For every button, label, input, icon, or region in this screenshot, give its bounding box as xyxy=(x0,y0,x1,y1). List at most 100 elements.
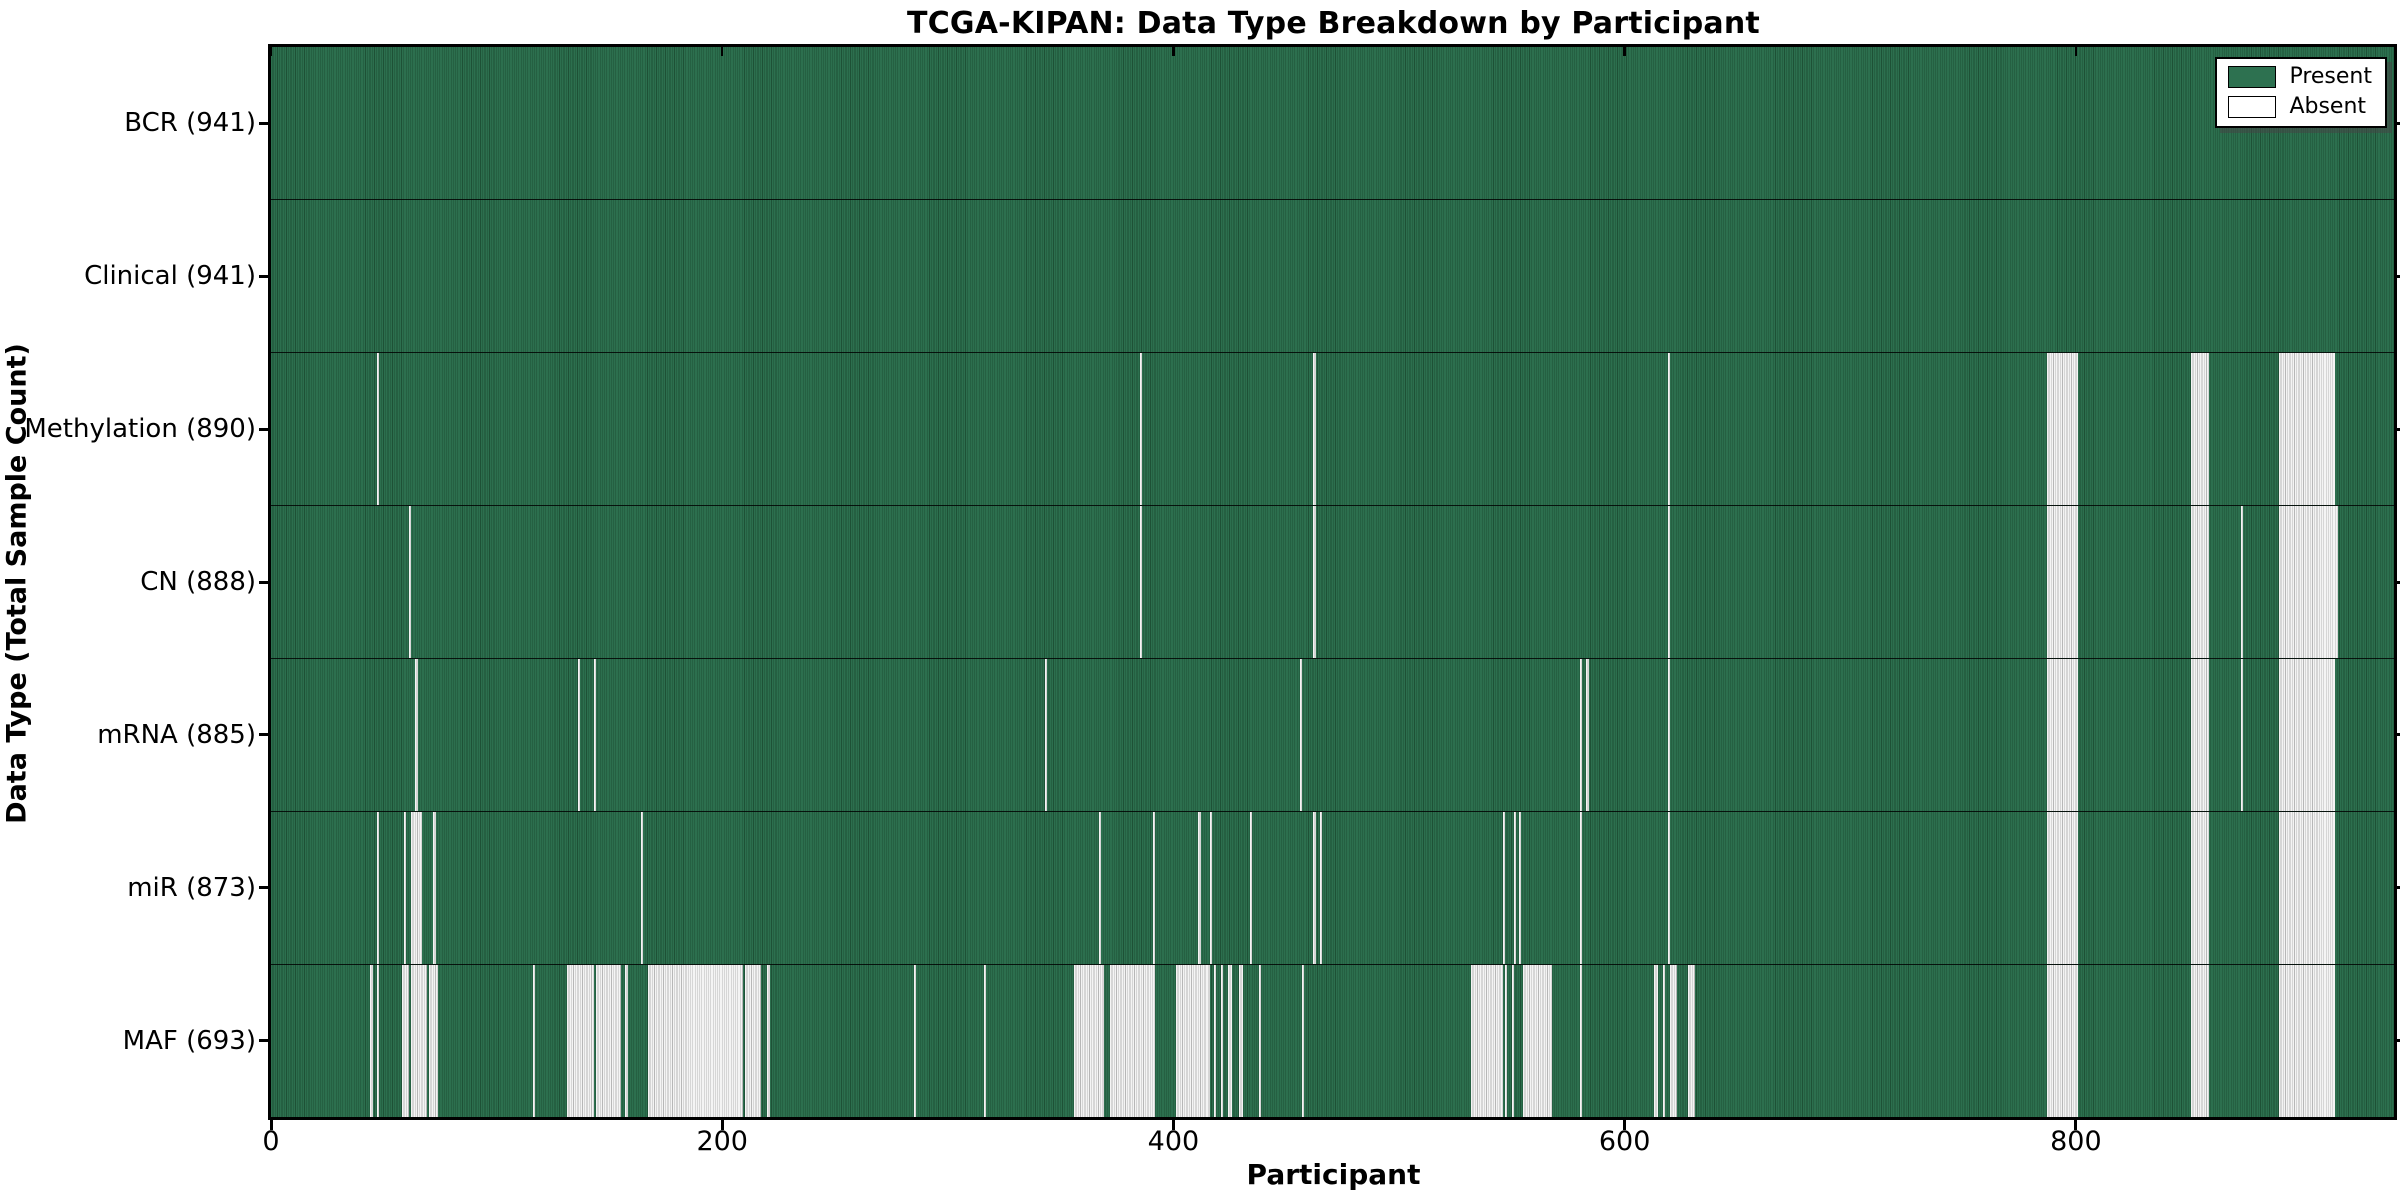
row-MAF xyxy=(271,965,2394,1117)
y-tick-Methylation xyxy=(259,427,268,431)
y-right-tick-BCR xyxy=(2397,121,2400,125)
absent-block-miR xyxy=(1313,812,1316,964)
y-tick-mRNA xyxy=(259,733,268,737)
x-tick-label-400: 400 xyxy=(1147,1126,1200,1157)
absent-block-mRNA xyxy=(2240,659,2243,811)
absent-block-MAF xyxy=(1214,965,1217,1117)
x-tick-800 xyxy=(2074,1119,2078,1130)
absent-block-MAF xyxy=(1653,965,1659,1117)
x-axis-label: Participant xyxy=(1246,1158,1421,1191)
row-miR xyxy=(271,812,2394,965)
y-right-tick-Methylation xyxy=(2397,427,2400,431)
absent-block-MAF xyxy=(913,965,917,1117)
row-label-Methylation: Methylation (890) xyxy=(24,414,256,445)
row-Methylation xyxy=(271,353,2394,506)
absent-block-miR xyxy=(2190,812,2209,964)
absent-block-MAF xyxy=(1074,965,1104,1117)
absent-block-mRNA xyxy=(1667,659,1670,811)
absent-block-MAF xyxy=(1238,965,1244,1117)
row-label-BCR: BCR (941) xyxy=(124,108,256,139)
x-top-tick-0 xyxy=(269,47,273,56)
absent-block-MAF xyxy=(1227,965,1233,1117)
legend-present-swatch xyxy=(2228,66,2277,88)
y-tick-MAF xyxy=(259,1039,268,1043)
absent-block-Methylation xyxy=(1313,353,1316,505)
absent-block-MAF xyxy=(1663,965,1666,1117)
absent-block-MAF xyxy=(1523,965,1553,1117)
legend-entry-absent: Absent xyxy=(2228,96,2372,118)
y-right-tick-MAF xyxy=(2397,1039,2400,1043)
absent-block-MAF xyxy=(1511,965,1515,1117)
absent-block-CN xyxy=(2240,506,2243,658)
absent-block-Methylation xyxy=(2046,353,2079,505)
row-BCR xyxy=(271,47,2394,200)
absent-block-MAF xyxy=(625,965,628,1117)
absent-block-MAF xyxy=(428,965,438,1117)
absent-block-CN xyxy=(1667,506,1670,658)
absent-block-MAF xyxy=(410,965,427,1117)
absent-block-MAF xyxy=(2278,965,2336,1117)
presence-matrix xyxy=(271,47,2394,1117)
absent-block-miR xyxy=(1514,812,1517,964)
absent-block-miR xyxy=(410,812,423,964)
absent-block-MAF xyxy=(595,965,621,1117)
absent-block-mRNA xyxy=(1586,659,1589,811)
x-tick-label-600: 600 xyxy=(1598,1126,1651,1157)
plot-area: Present Absent xyxy=(268,44,2397,1120)
row-Clinical xyxy=(271,200,2394,353)
legend: Present Absent xyxy=(2215,57,2387,128)
absent-block-mRNA xyxy=(1299,659,1303,811)
absent-block-MAF xyxy=(767,965,770,1117)
absent-block-CN xyxy=(2278,506,2338,658)
x-tick-400 xyxy=(1171,1119,1175,1130)
absent-block-Methylation xyxy=(2190,353,2209,505)
absent-block-MAF xyxy=(1505,965,1508,1117)
absent-block-MAF xyxy=(647,965,743,1117)
absent-block-mRNA xyxy=(2046,659,2079,811)
y-right-tick-mRNA xyxy=(2397,733,2400,737)
absent-block-mRNA xyxy=(593,659,596,811)
absent-block-MAF xyxy=(1579,965,1582,1117)
absent-block-MAF xyxy=(1207,965,1210,1117)
absent-block-CN xyxy=(1313,506,1316,658)
absent-block-MAF xyxy=(744,965,761,1117)
x-tick-label-200: 200 xyxy=(696,1126,748,1157)
absent-block-Methylation xyxy=(377,353,380,505)
absent-block-Methylation xyxy=(2278,353,2336,505)
chart-title: TCGA-KIPAN: Data Type Breakdown by Parti… xyxy=(907,6,1760,41)
x-top-tick-600 xyxy=(1623,47,1626,56)
absent-block-miR xyxy=(1667,812,1670,964)
absent-block-MAF xyxy=(1175,965,1208,1117)
absent-block-MAF xyxy=(1669,965,1677,1117)
x-tick-200 xyxy=(720,1119,724,1130)
x-top-tick-400 xyxy=(1172,47,1175,56)
absent-block-mRNA xyxy=(1579,659,1582,811)
x-tick-label-800: 800 xyxy=(2050,1126,2102,1157)
y-right-tick-Clinical xyxy=(2397,274,2400,278)
legend-absent-label: Absent xyxy=(2289,94,2367,119)
absent-block-MAF xyxy=(1259,965,1262,1117)
absent-block-MAF xyxy=(1110,965,1156,1117)
absent-block-MAF xyxy=(377,965,380,1117)
absent-block-miR xyxy=(1153,812,1156,964)
absent-block-mRNA xyxy=(1044,659,1048,811)
absent-block-MAF xyxy=(532,965,535,1117)
absent-block-CN xyxy=(1139,506,1142,658)
row-label-miR: miR (873) xyxy=(127,872,256,903)
absent-block-MAF xyxy=(401,965,409,1117)
y-tick-miR xyxy=(259,886,268,890)
absent-block-miR xyxy=(1518,812,1521,964)
absent-block-MAF xyxy=(983,965,987,1117)
absent-block-miR xyxy=(1209,812,1212,964)
absent-block-CN xyxy=(408,506,411,658)
absent-block-miR xyxy=(1579,812,1582,964)
row-label-mRNA: mRNA (885) xyxy=(97,719,256,750)
row-label-Clinical: Clinical (941) xyxy=(84,261,256,292)
absent-block-Methylation xyxy=(1667,353,1670,505)
y-right-tick-CN xyxy=(2397,580,2400,584)
absent-block-miR xyxy=(2046,812,2079,964)
x-tick-600 xyxy=(1623,1119,1627,1130)
absent-block-MAF xyxy=(1302,965,1305,1117)
absent-block-miR xyxy=(1098,812,1102,964)
